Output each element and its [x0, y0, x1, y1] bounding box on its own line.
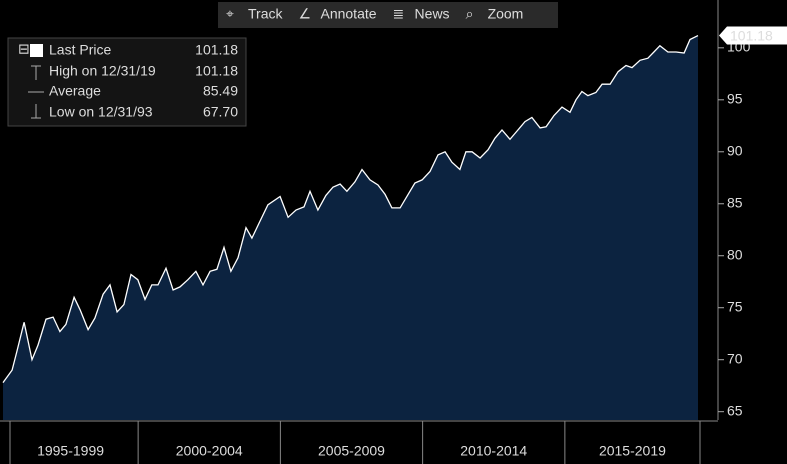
toolbar-icon: ⌖	[226, 6, 234, 22]
y-tick-label: 90	[727, 142, 743, 158]
legend-icon: ⊟	[18, 41, 30, 57]
plot	[2, 35, 699, 420]
legend-value: 85.49	[203, 83, 238, 99]
toolbar-button[interactable]: Track	[248, 6, 283, 22]
legend: ⊟ Last Price 101.18 High on 12/31/19 101…	[7, 37, 247, 127]
x-period-label: 2005-2009	[318, 443, 385, 459]
legend-value: 67.70	[203, 104, 238, 120]
y-tick-label: 70	[727, 350, 743, 366]
legend-value: 101.18	[195, 42, 238, 58]
legend-swatch	[30, 44, 43, 57]
price-tag	[719, 26, 787, 45]
legend-label: Average	[49, 83, 101, 99]
legend-value: 101.18	[195, 63, 238, 79]
toolbar-button[interactable]: News	[415, 6, 450, 22]
price-tag-label: 101.18	[730, 27, 773, 43]
toolbar-button[interactable]: Annotate	[320, 6, 376, 22]
toolbar-icon: ≣	[393, 6, 405, 22]
legend-label: Last Price	[49, 42, 111, 58]
y-tick-label: 65	[727, 402, 743, 418]
toolbar-bg	[218, 2, 558, 28]
toolbar: ⌖ Track ∠ Annotate ≣ News ⌕ Zoom	[218, 2, 558, 28]
line	[2, 35, 699, 383]
legend-box	[7, 37, 247, 127]
x-period-label: 2000-2004	[176, 443, 243, 459]
x-period-label: 1995-1999	[37, 443, 104, 459]
y-tick-label: 75	[727, 298, 743, 314]
area	[3, 35, 698, 420]
toolbar-icon: ⌕	[466, 6, 474, 22]
y-tick-label: 95	[727, 91, 743, 107]
x-period-label: 2010-2014	[460, 443, 527, 459]
y-tick-label: 80	[727, 246, 743, 262]
x-period-label: 2015-2019	[599, 443, 666, 459]
legend-label: High on 12/31/19	[49, 63, 156, 79]
toolbar-icon: ∠	[298, 6, 311, 22]
y-tick-label: 85	[727, 194, 743, 210]
legend-label: Low on 12/31/93	[49, 104, 153, 120]
toolbar-button[interactable]: Zoom	[488, 6, 524, 22]
